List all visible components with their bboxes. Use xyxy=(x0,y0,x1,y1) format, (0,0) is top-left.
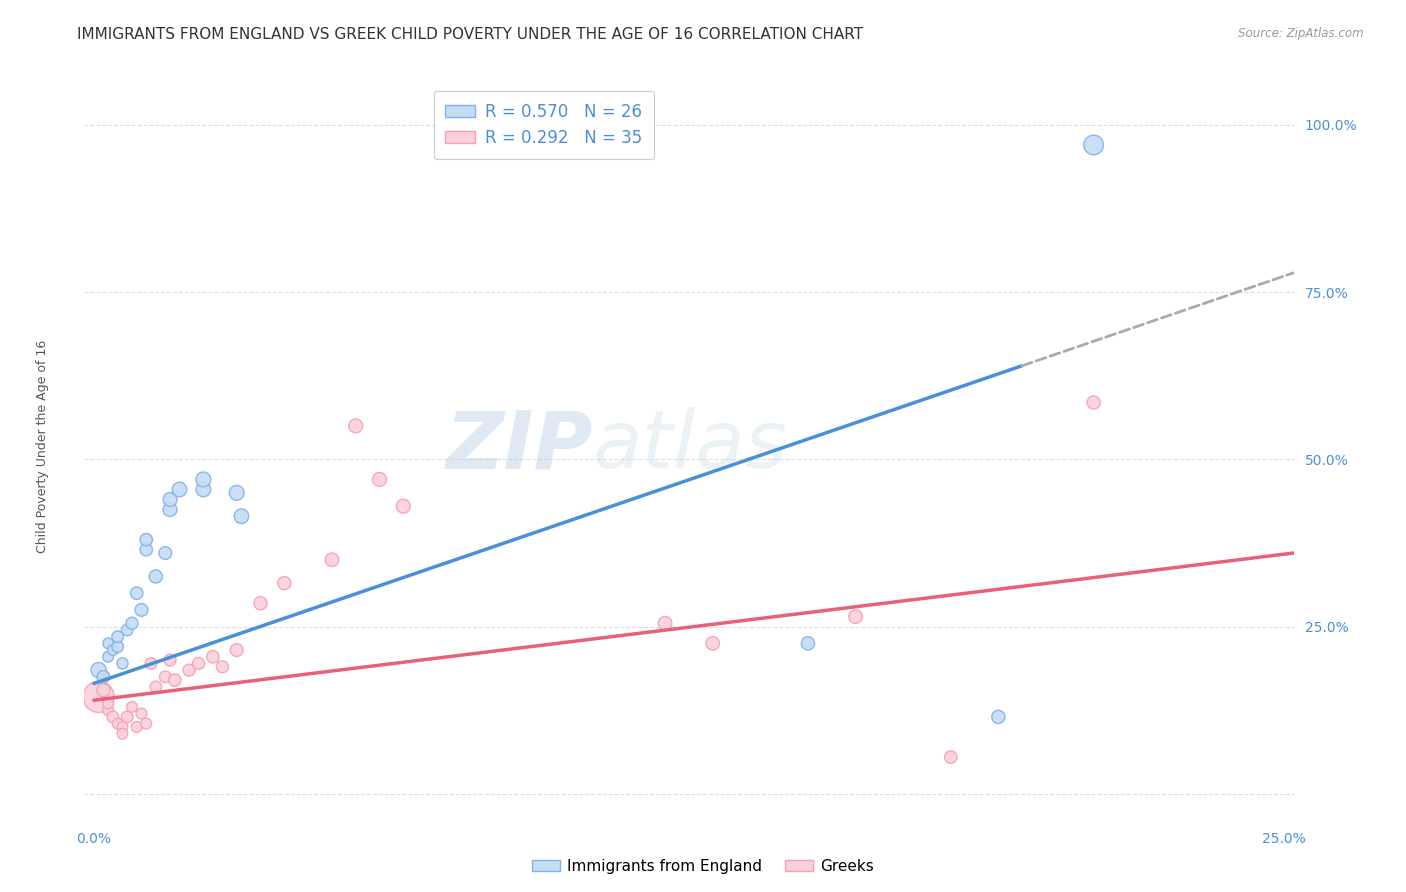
Point xyxy=(344,419,367,434)
Point xyxy=(97,649,120,664)
Point xyxy=(125,586,148,600)
Point xyxy=(1083,395,1105,409)
Point xyxy=(111,657,134,671)
Point xyxy=(101,643,124,657)
Point xyxy=(368,473,391,487)
Point xyxy=(159,502,181,516)
Point xyxy=(111,726,134,740)
Point xyxy=(145,569,167,583)
Point xyxy=(155,670,177,684)
Point xyxy=(177,663,200,677)
Point xyxy=(187,657,209,671)
Point xyxy=(97,703,120,717)
Point xyxy=(225,643,247,657)
Point xyxy=(321,553,343,567)
Point xyxy=(163,673,186,688)
Point xyxy=(225,485,247,500)
Point xyxy=(97,697,120,711)
Point xyxy=(135,716,157,731)
Point xyxy=(797,636,820,650)
Point xyxy=(87,663,110,677)
Point xyxy=(135,542,157,557)
Point xyxy=(231,509,253,524)
Point xyxy=(159,653,181,667)
Point xyxy=(111,720,134,734)
Point xyxy=(121,699,143,714)
Point xyxy=(93,670,115,684)
Point xyxy=(101,710,124,724)
Point xyxy=(845,609,868,624)
Point xyxy=(93,683,115,698)
Point xyxy=(107,630,129,644)
Point xyxy=(93,670,115,684)
Point xyxy=(939,750,962,764)
Point xyxy=(139,657,162,671)
Point xyxy=(107,716,129,731)
Point xyxy=(131,706,153,721)
Point xyxy=(273,576,295,591)
Point xyxy=(987,710,1010,724)
Point xyxy=(392,500,415,514)
Point xyxy=(135,533,157,547)
Point xyxy=(169,483,191,497)
Point xyxy=(1083,138,1105,153)
Legend: Immigrants from England, Greeks: Immigrants from England, Greeks xyxy=(526,853,880,880)
Point xyxy=(159,492,181,507)
Point xyxy=(193,483,215,497)
Legend: R = 0.570   N = 26, R = 0.292   N = 35: R = 0.570 N = 26, R = 0.292 N = 35 xyxy=(433,91,654,159)
Point xyxy=(145,680,167,694)
Point xyxy=(211,660,233,674)
Point xyxy=(121,616,143,631)
Point xyxy=(654,616,676,631)
Text: Child Poverty Under the Age of 16: Child Poverty Under the Age of 16 xyxy=(35,339,49,553)
Text: atlas: atlas xyxy=(592,407,787,485)
Point xyxy=(131,603,153,617)
Point xyxy=(249,596,271,610)
Text: ZIP: ZIP xyxy=(444,407,592,485)
Point xyxy=(201,649,224,664)
Point xyxy=(702,636,724,650)
Point xyxy=(115,623,138,637)
Point xyxy=(115,710,138,724)
Text: Source: ZipAtlas.com: Source: ZipAtlas.com xyxy=(1239,27,1364,40)
Point xyxy=(125,720,148,734)
Point xyxy=(193,473,215,487)
Point xyxy=(155,546,177,560)
Point xyxy=(87,690,110,704)
Text: IMMIGRANTS FROM ENGLAND VS GREEK CHILD POVERTY UNDER THE AGE OF 16 CORRELATION C: IMMIGRANTS FROM ENGLAND VS GREEK CHILD P… xyxy=(77,27,863,42)
Point xyxy=(107,640,129,654)
Point xyxy=(97,636,120,650)
